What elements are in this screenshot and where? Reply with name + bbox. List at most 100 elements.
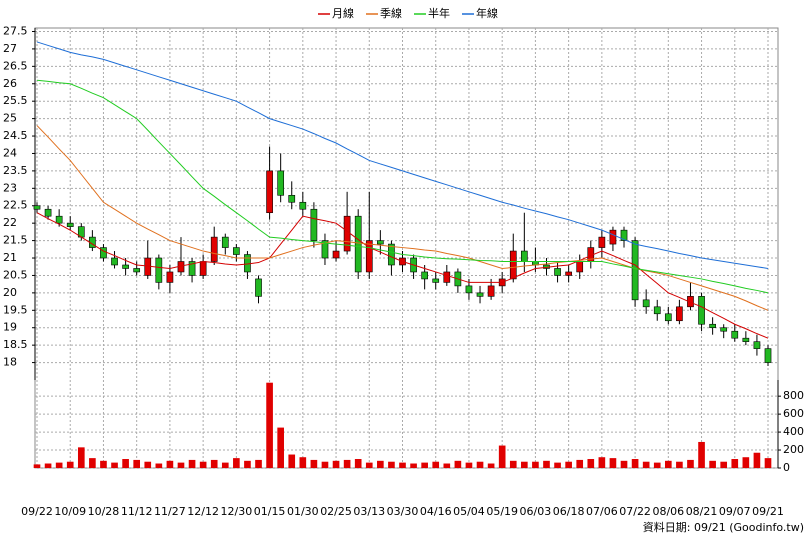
candle-body <box>443 271 451 283</box>
candle-body <box>122 264 129 269</box>
y2-tick-label: 800 <box>783 389 804 402</box>
volume-bar <box>332 460 340 468</box>
candle-body <box>720 327 728 332</box>
candle-body <box>609 229 617 245</box>
x-tick-label: 10/09 <box>54 505 86 518</box>
y-tick-label: 27.5 <box>3 24 28 37</box>
volume-bar <box>554 462 561 468</box>
candle-body <box>620 229 628 241</box>
volume-bar <box>576 459 584 468</box>
ma-line <box>36 125 769 311</box>
volume-bar <box>100 460 107 468</box>
candle-body <box>642 299 650 308</box>
candle-body <box>487 285 495 297</box>
y-tick-label: 21 <box>3 251 17 264</box>
x-tick-label: 06/03 <box>520 505 552 518</box>
volume-bar <box>122 459 129 468</box>
x-tick-label: 05/04 <box>453 505 485 518</box>
volume-bar <box>266 382 273 468</box>
candle-body <box>764 348 772 363</box>
candle-body <box>664 313 672 322</box>
x-tick-label: 08/21 <box>686 505 718 518</box>
volume-bar <box>343 459 351 468</box>
x-tick-label: 01/30 <box>287 505 319 518</box>
y-tick-label: 26 <box>3 77 17 90</box>
x-tick-label: 07/22 <box>619 505 651 518</box>
volume-bar <box>44 463 52 468</box>
volume-bar <box>55 462 63 468</box>
y-tick-label: 19 <box>3 321 17 334</box>
candle-body <box>676 306 683 322</box>
candle-body <box>554 268 561 276</box>
volume-bar <box>188 459 196 468</box>
candle-body <box>565 271 572 276</box>
volume-bar <box>33 464 41 468</box>
x-tick-label: 10/28 <box>88 505 120 518</box>
legend-label: 年線 <box>476 6 498 20</box>
y-tick-label: 21.5 <box>3 234 28 247</box>
volume-bar <box>166 460 174 468</box>
candle-body <box>509 250 517 280</box>
volume-bar <box>709 460 716 468</box>
volume-bar <box>77 447 85 468</box>
volume-bar <box>720 461 728 468</box>
y-tick-label: 23.5 <box>3 164 28 177</box>
candle-body <box>631 240 639 301</box>
y-tick-label: 18 <box>3 356 17 369</box>
candle-body <box>476 292 484 297</box>
x-tick-label: 05/19 <box>486 505 518 518</box>
volume-bar <box>620 460 628 468</box>
candle-body <box>133 268 141 273</box>
candle-body <box>288 194 296 203</box>
volume-bar <box>676 461 683 468</box>
volume-bar <box>233 458 240 468</box>
x-tick-label: 12/30 <box>221 505 253 518</box>
y2-tick-label: 0 <box>783 461 790 474</box>
x-tick-label: 12/12 <box>187 505 219 518</box>
volume-bar <box>698 441 705 468</box>
ma-line <box>36 212 769 339</box>
volume-bar <box>421 462 428 468</box>
candle-body <box>332 250 340 259</box>
candle-body <box>388 243 395 266</box>
volume-bar <box>310 459 318 468</box>
volume-bar <box>321 461 329 468</box>
candle-body <box>299 201 307 210</box>
volume-bar <box>664 460 672 468</box>
x-tick-label: 09/07 <box>719 505 751 518</box>
candle-body <box>653 306 661 315</box>
volume-bar <box>753 452 761 468</box>
volume-bar <box>221 462 229 468</box>
x-tick-label: 02/25 <box>320 505 352 518</box>
volume-bar <box>487 463 495 468</box>
volume-bar <box>642 461 650 468</box>
x-tick-label: 09/21 <box>752 505 784 518</box>
y-tick-label: 24.5 <box>3 129 28 142</box>
candle-body <box>520 250 528 262</box>
x-tick-label: 03/30 <box>387 505 419 518</box>
volume-bar <box>210 459 218 468</box>
candle-body <box>576 261 584 273</box>
x-tick-label: 11/27 <box>154 505 186 518</box>
candle-body <box>432 278 440 283</box>
candle-body <box>66 222 74 227</box>
volume-bar <box>410 463 417 468</box>
candle-body <box>709 323 716 329</box>
volume-bar <box>199 461 207 468</box>
candle-body <box>277 170 285 196</box>
y-tick-label: 22 <box>3 216 17 229</box>
volume-bar <box>521 461 528 468</box>
volume-bar <box>288 454 296 468</box>
volume-bar <box>299 457 307 468</box>
y-tick-label: 25.5 <box>3 94 28 107</box>
y2-tick-label: 400 <box>783 425 804 438</box>
candle-body <box>155 257 163 283</box>
candle-body <box>687 296 694 308</box>
candle-body <box>255 278 262 297</box>
volume-bar <box>365 462 373 468</box>
volume-bar <box>731 459 739 468</box>
legend-label: 月線 <box>332 6 354 20</box>
x-tick-label: 08/06 <box>652 505 684 518</box>
candle-body <box>365 240 373 273</box>
candle-body <box>354 215 362 273</box>
